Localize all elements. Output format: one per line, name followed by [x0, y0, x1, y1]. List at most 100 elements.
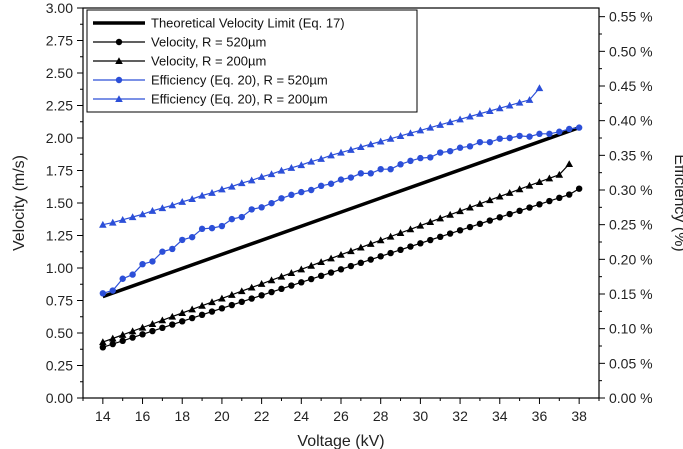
series-4-point: [168, 201, 177, 209]
series-3-point: [129, 271, 136, 278]
series-2-point: [545, 174, 554, 182]
series-3-point: [506, 134, 513, 142]
series-2-point: [565, 160, 574, 168]
series-1-point: [387, 249, 394, 257]
series-4-point: [178, 197, 187, 205]
series-4-point: [525, 96, 534, 103]
series-2-point: [178, 309, 187, 317]
series-4-point: [347, 145, 355, 153]
series-2-point: [495, 192, 504, 200]
series-1-point: [139, 331, 146, 338]
series-4-point: [237, 179, 246, 187]
series-3-point: [179, 236, 186, 244]
series-4-point: [198, 191, 206, 199]
series-1-point: [486, 217, 494, 224]
series-1-point: [298, 279, 305, 286]
legend-swatch-marker: [115, 57, 123, 65]
series-2-point: [426, 218, 435, 226]
series-1-point: [308, 275, 315, 283]
series-3-point: [218, 222, 226, 230]
x-tick-label: 18: [174, 408, 190, 424]
y-left-tick-label: 1.50: [46, 195, 73, 211]
y-left-tick-label: 2.25: [46, 98, 73, 114]
legend-swatch-marker: [115, 95, 123, 103]
series-4-point: [108, 218, 117, 226]
series-4-point: [376, 137, 385, 145]
series-2-point: [406, 225, 415, 233]
series-2-point: [118, 331, 127, 338]
y-right-tick-label: 0.55 %: [609, 9, 653, 25]
series-3-point: [387, 166, 394, 173]
series-1-point: [317, 272, 325, 279]
series-1-point: [258, 292, 265, 299]
y-right-tick-label: 0.10 %: [609, 321, 653, 337]
y-left-tick-label: 1.00: [46, 260, 73, 276]
series-3-point: [327, 180, 335, 187]
series-4-point: [307, 157, 316, 165]
series-4-point: [446, 118, 454, 126]
y-right-tick-label: 0.00 %: [609, 390, 653, 406]
y-left-tick-label: 1.25: [46, 228, 73, 244]
legend-entry: Velocity, R = 520µm: [151, 35, 266, 50]
series-3-point: [367, 170, 374, 177]
series-4-point: [257, 173, 266, 180]
series-3-point: [337, 176, 345, 183]
series-3-point: [575, 124, 583, 131]
series-4-point: [535, 84, 544, 92]
series-1-point: [456, 227, 464, 234]
series-2-point: [188, 305, 196, 313]
series-1-point: [288, 282, 295, 289]
x-tick-label: 30: [413, 408, 429, 424]
series-1-point: [238, 298, 245, 305]
series-1-point: [198, 311, 206, 318]
series-1-point: [536, 201, 543, 208]
series-4-point: [267, 170, 276, 178]
series-4-point: [486, 107, 494, 114]
legend-entry: Efficiency (Eq. 20), R = 200µm: [151, 92, 328, 107]
series-1-point: [407, 243, 414, 250]
y-left-tick-label: 0.00: [46, 390, 73, 406]
series-4-point: [128, 213, 137, 221]
series-4-point: [366, 140, 375, 148]
series-1-point: [575, 185, 583, 192]
series-2-point: [228, 290, 236, 298]
series-2-point: [446, 210, 454, 218]
series-1-point: [516, 207, 523, 214]
x-tick-label: 14: [95, 408, 111, 424]
series-4-point: [287, 164, 296, 171]
series-2-point: [337, 250, 345, 258]
x-tick-label: 36: [532, 408, 548, 424]
series-3-point: [566, 125, 573, 133]
legend-swatch-marker: [115, 38, 123, 46]
y-right-tick-label: 0.45 %: [609, 78, 653, 94]
series-3-point: [357, 170, 365, 177]
series-2-point: [486, 196, 494, 204]
series-2-point: [158, 316, 167, 324]
series-3-point: [188, 233, 196, 241]
y-right-tick-label: 0.50 %: [609, 43, 653, 59]
series-2-point: [108, 334, 117, 342]
series-3-point: [546, 130, 553, 138]
y-right-tick-label: 0.40 %: [609, 113, 653, 129]
series-3-point: [526, 133, 533, 140]
series-1-point: [188, 314, 196, 322]
x-tick-label: 22: [254, 408, 270, 424]
series-1-point: [496, 214, 503, 221]
series-3-point: [198, 225, 206, 233]
series-3-point: [407, 157, 414, 165]
series-2-point: [327, 254, 335, 262]
series-3-point: [99, 290, 107, 297]
series-4-point: [138, 210, 147, 218]
x-tick-label: 28: [373, 408, 389, 424]
series-3-point: [208, 224, 216, 232]
y-right-tick-label: 0.30 %: [609, 182, 653, 198]
series-1-point: [327, 269, 335, 276]
series-4-point: [396, 132, 405, 139]
series-1-point: [268, 288, 275, 296]
series-3-point: [456, 144, 464, 151]
y-left-tick-label: 0.50: [46, 325, 73, 341]
series-3-point: [536, 130, 543, 138]
series-2-point: [357, 243, 365, 251]
series-1-point: [228, 301, 236, 309]
